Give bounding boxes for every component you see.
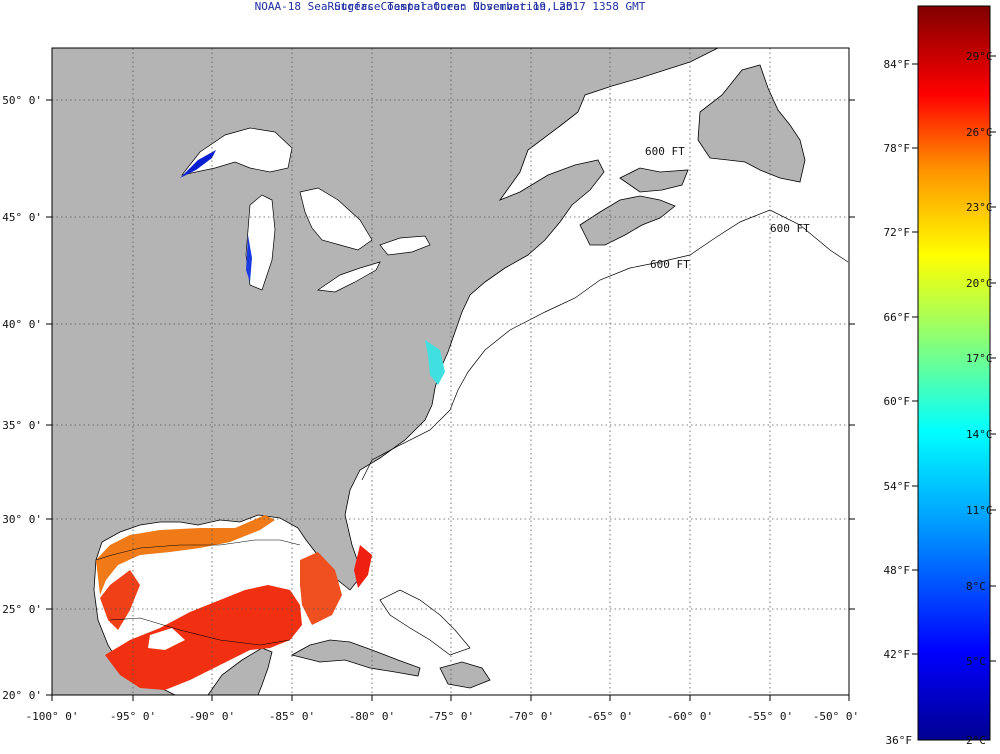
colorbar-f-label: 42°F bbox=[884, 648, 911, 661]
map-subtitle: Rutgers Coastal Ocean Observation Lab bbox=[327, 0, 573, 13]
lon-tick-label: -95° 0' bbox=[110, 710, 156, 723]
sst-florida-east bbox=[354, 545, 372, 588]
lon-tick-label: -85° 0' bbox=[269, 710, 315, 723]
colorbar-f-label: 78°F bbox=[884, 142, 911, 155]
sst-gulf-patch-2 bbox=[148, 628, 185, 650]
colorbar-c-label: 8°C bbox=[966, 580, 986, 593]
colorbar-f-label: 60°F bbox=[884, 395, 911, 408]
lon-tick-label: -65° 0' bbox=[587, 710, 633, 723]
lake-erie bbox=[317, 261, 381, 293]
colorbar-f-label: 54°F bbox=[884, 480, 911, 493]
colorbar-f-label: 72°F bbox=[884, 226, 911, 239]
map-title: NOAA-18 Sea Surface Temperature: Novembe… bbox=[254, 0, 646, 13]
isobath-gulf bbox=[95, 539, 301, 561]
isobath-label-3: 600 FT bbox=[650, 258, 690, 271]
land-hispaniola bbox=[439, 661, 491, 689]
isobath-label-2: 600 FT bbox=[770, 222, 810, 235]
isobath-atlantic bbox=[361, 209, 849, 481]
colorbar-f-label: 36°F bbox=[886, 734, 913, 747]
land-nova-scotia bbox=[579, 195, 676, 246]
lake-michigan bbox=[245, 194, 276, 291]
colorbar-c-label: 5°C bbox=[966, 655, 986, 668]
colorbar-f-label: 48°F bbox=[884, 564, 911, 577]
lake-superior bbox=[181, 127, 293, 176]
lake-michigan-cold bbox=[246, 235, 252, 282]
lon-tick-label: -80° 0' bbox=[349, 710, 395, 723]
colorbar-c-label: 14°C bbox=[966, 428, 993, 441]
colorbar: 84°F 78°F 72°F 66°F 60°F 54°F 48°F 42°F … bbox=[884, 5, 996, 747]
lat-tick-label: 40° 0' bbox=[2, 318, 42, 331]
sst-gulf-patch bbox=[195, 556, 262, 590]
lake-ontario bbox=[379, 235, 431, 256]
isobath-gulf-south bbox=[109, 617, 291, 646]
lon-tick-label: -100° 0' bbox=[26, 710, 79, 723]
lat-tick-label: 20° 0' bbox=[2, 689, 42, 702]
isobath-label-1: 600 FT bbox=[645, 145, 685, 158]
chesapeake-bay bbox=[425, 340, 445, 385]
lat-tick-label: 45° 0' bbox=[2, 211, 42, 224]
lat-tick-label: 25° 0' bbox=[2, 603, 42, 616]
lake-superior-west-cold bbox=[180, 150, 216, 178]
lat-axis: 50° 0' 45° 0' 40° 0' 35° 0' 30° 0' 25° 0… bbox=[2, 94, 855, 702]
colorbar-c-label: 29°C bbox=[966, 50, 993, 63]
land-newfoundland bbox=[697, 64, 806, 183]
colorbar-c-label: 11°C bbox=[966, 504, 993, 517]
land-yucatan bbox=[207, 647, 273, 695]
colorbar-f-label: 66°F bbox=[884, 311, 911, 324]
lat-tick-label: 35° 0' bbox=[2, 419, 42, 432]
sst-gulf-northern bbox=[96, 515, 275, 595]
lake-huron bbox=[299, 187, 373, 251]
sst-florida-west bbox=[300, 552, 342, 625]
colorbar-c-label: 26°C bbox=[966, 126, 993, 139]
colorbar-c-label: 20°C bbox=[966, 277, 993, 290]
colorbar-c-label: 17°C bbox=[966, 352, 993, 365]
lat-tick-label: 30° 0' bbox=[2, 513, 42, 526]
colorbar-c-label: 23°C bbox=[966, 201, 993, 214]
colorbar-c-label: 2°C bbox=[966, 734, 986, 747]
lat-tick-label: 50° 0' bbox=[2, 94, 42, 107]
bahamas-bank bbox=[379, 589, 471, 656]
colorbar-scale bbox=[917, 5, 991, 741]
colorbar-f-label: 84°F bbox=[884, 58, 911, 71]
lon-tick-label: -70° 0' bbox=[508, 710, 554, 723]
sst-gulf-central bbox=[105, 585, 302, 690]
lon-tick-label: -55° 0' bbox=[747, 710, 793, 723]
lon-tick-label: -75° 0' bbox=[428, 710, 474, 723]
sst-gulf-western bbox=[100, 570, 140, 630]
lon-tick-label: -50° 0' bbox=[813, 710, 859, 723]
land-gaspe-pei bbox=[619, 167, 689, 193]
land-cuba bbox=[290, 639, 421, 677]
lon-axis: -100° 0' -95° 0' -90° 0' -85° 0' -80° 0'… bbox=[26, 695, 859, 723]
lon-tick-label: -90° 0' bbox=[189, 710, 235, 723]
lon-tick-label: -60° 0' bbox=[667, 710, 713, 723]
